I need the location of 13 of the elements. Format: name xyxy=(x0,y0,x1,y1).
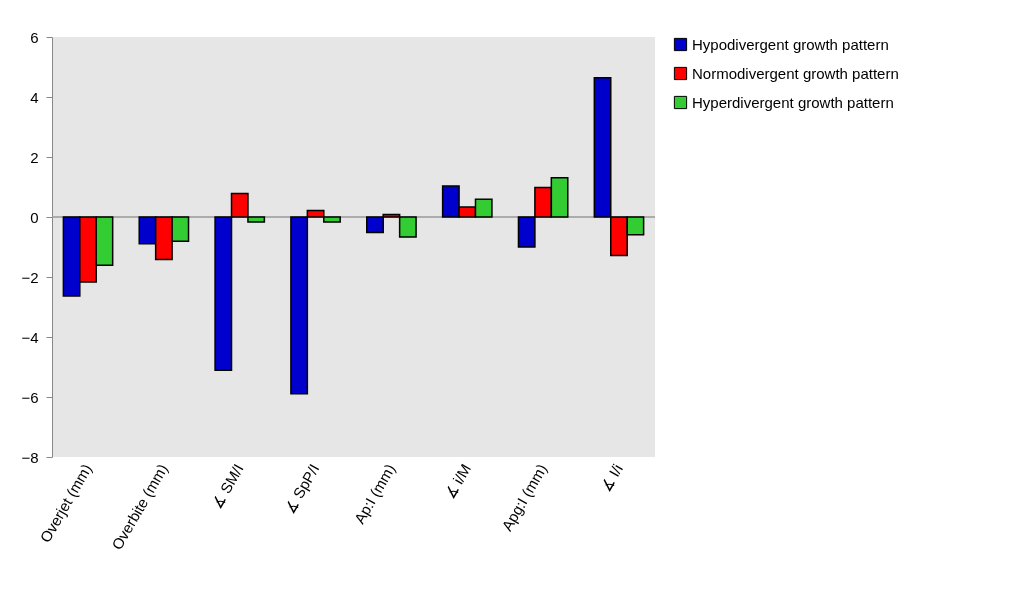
y-tick-label: −4 xyxy=(21,328,39,346)
y-tick-label: 6 xyxy=(30,28,39,46)
legend-label: Hyperdivergent growth pattern xyxy=(692,93,894,111)
y-tick-label: 4 xyxy=(30,88,39,106)
y-tick-label: −6 xyxy=(21,388,39,406)
x-tick-label: ∡ I/i xyxy=(596,461,626,495)
y-tick-label: −8 xyxy=(21,448,39,466)
y-tick-label: 0 xyxy=(30,208,39,226)
y-tick-label: −2 xyxy=(21,268,39,286)
legend-label: Hypodivergent growth pattern xyxy=(692,35,889,53)
x-tick-label: ∡ i/M xyxy=(440,461,475,502)
y-tick-label: 2 xyxy=(30,148,39,166)
legend-label: Normodivergent growth pattern xyxy=(692,64,899,82)
